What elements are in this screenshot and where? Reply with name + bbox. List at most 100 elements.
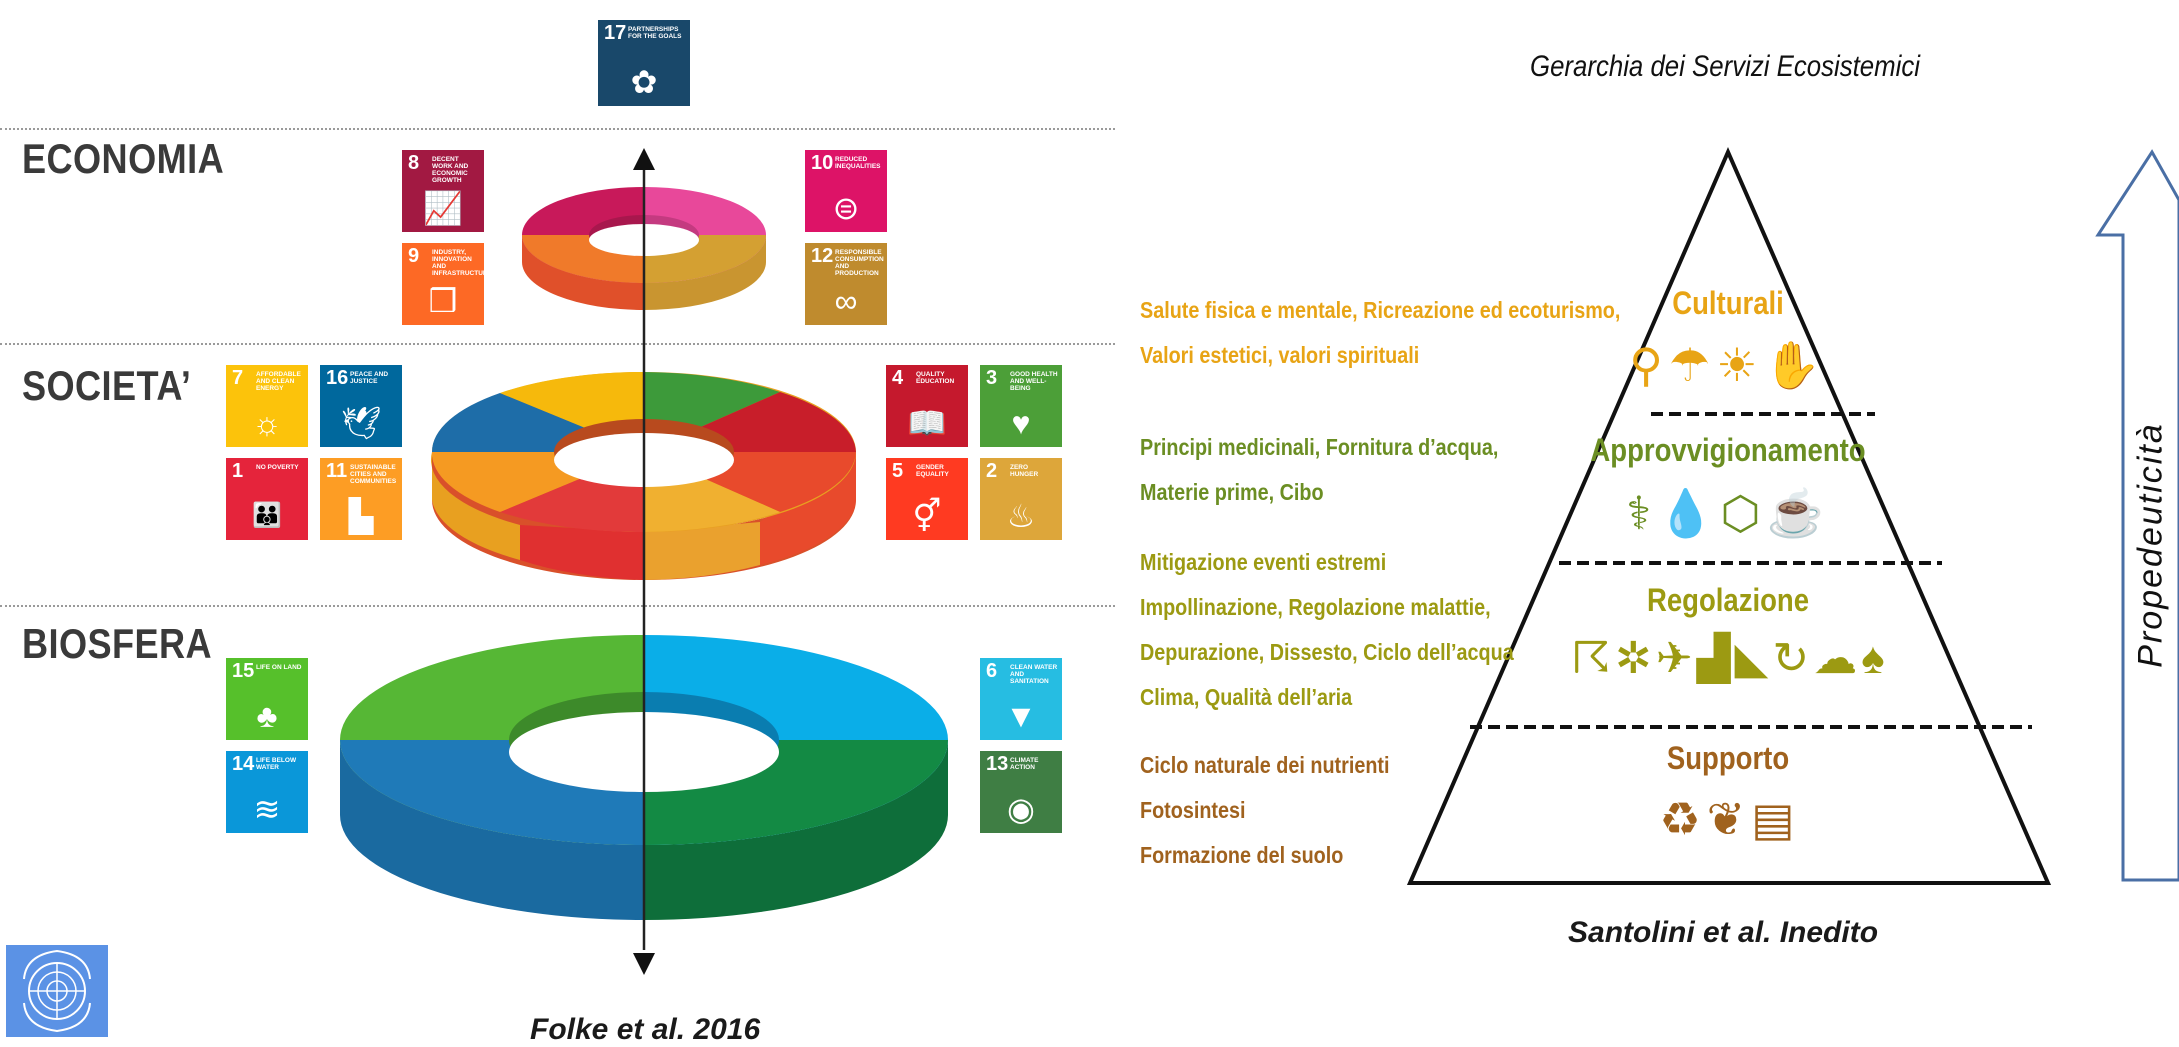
sdg-card-9: 9 INDUSTRY, INNOVATION AND INFRASTRUCTUR… — [402, 243, 484, 325]
sdg-number: 10 — [811, 152, 834, 174]
caption-santolini: Santolini et al. Inedito — [1568, 916, 1879, 949]
services-approvvigionamento: Principi medicinali, Fornitura d’acqua, … — [1140, 425, 1498, 515]
sdg-text: PARTNERSHIPS FOR THE GOALS — [628, 26, 682, 40]
growth-chart-icon: 📈 — [423, 190, 463, 226]
service-line: Clima, Qualità dell’aria — [1140, 684, 1353, 710]
caption-folke: Folke et al. 2016 — [530, 1013, 761, 1046]
service-line: Valori estetici, valori spirituali — [1140, 342, 1420, 368]
sdg-number: 6 — [986, 660, 998, 682]
regolazione-icons: ☈✲✈▟◣↻☁♠ — [1515, 633, 1945, 684]
tier-label-regolazione: Regolazione — [1646, 582, 1810, 618]
bee-icon: ✲ — [1614, 634, 1656, 683]
sdg-card-15: 15 LIFE ON LAND ♣ — [226, 658, 308, 740]
ring-societa — [430, 371, 856, 580]
tree-icon: ♣ — [256, 698, 278, 734]
sdg-card-13: 13 CLIMATE ACTION ◉ — [980, 751, 1062, 833]
filter-icon: ▟ — [1696, 634, 1735, 683]
services-regolazione: Mitigazione eventi estremi Impollinazion… — [1140, 540, 1514, 720]
sdg-text: SUSTAINABLE CITIES AND COMMUNITIES — [350, 464, 397, 485]
cake-rings — [340, 148, 948, 975]
sdg-text: DECENT WORK AND ECONOMIC GROWTH — [432, 156, 469, 184]
landscape-icon: ☀ — [1716, 339, 1764, 391]
sdg-card-8: 8 DECENT WORK AND ECONOMIC GROWTH 📈 — [402, 150, 484, 232]
sdg-number: 2 — [986, 460, 998, 482]
pyramid-title: Gerarchia dei Servizi Ecosistemici — [1530, 50, 1920, 83]
sdg-number: 9 — [408, 245, 420, 267]
ring-biosfera — [340, 635, 948, 920]
sdg-text: RESPONSIBLE CONSUMPTION AND PRODUCTION — [835, 249, 884, 277]
approvvigionamento-icons: ⚕💧⬡☕ — [1610, 486, 1846, 541]
vertical-axis — [633, 148, 655, 975]
service-line: Fotosintesi — [1140, 797, 1246, 823]
sdg-card-2: 2 ZERO HUNGER ♨ — [980, 458, 1062, 540]
sdg-number: 13 — [986, 753, 1009, 775]
sdg-number: 14 — [232, 753, 255, 775]
weather-icon: ☁ — [1813, 634, 1862, 683]
bird-icon: ✈ — [1655, 634, 1697, 683]
nutrient-cycle-icon: ♻ — [1659, 793, 1707, 845]
sdg-text: LIFE BELOW WATER — [256, 757, 297, 771]
sdg-card-7: 7 AFFORDABLE AND CLEAN ENERGY ☼ — [226, 365, 308, 447]
sdg-text: CLIMATE ACTION — [1010, 757, 1039, 771]
sdg-text: GENDER EQUALITY — [916, 464, 949, 478]
sdg-number: 5 — [892, 460, 904, 482]
sdg-card-3: 3 GOOD HEALTH AND WELL-BEING ♥ — [980, 365, 1062, 447]
sdg-number: 3 — [986, 367, 998, 389]
divider-top — [0, 128, 1115, 130]
sdg-text: CLEAN WATER AND SANITATION — [1010, 664, 1058, 685]
family-icon: 👪 — [252, 502, 282, 529]
sdg-text: REDUCED INEQUALITIES — [835, 156, 881, 170]
fish-icon: ≋ — [253, 791, 281, 827]
sdg-card-4: 4 QUALITY EDUCATION 📖 — [886, 365, 968, 447]
book-icon: 📖 — [907, 405, 947, 441]
services-culturali: Salute fisica e mentale, Ricreazione ed … — [1140, 288, 1620, 378]
soil-layers-icon: ▤ — [1751, 793, 1801, 845]
tier-label-culturali: Culturali — [1672, 285, 1784, 321]
sun-icon: ☼ — [252, 405, 282, 441]
culturali-icons: ⚲☂☀✋ — [1610, 338, 1846, 393]
gender-icon: ⚥ — [912, 498, 942, 534]
storm-icon: ☈ — [1571, 634, 1615, 683]
supporto-icons: ♻❦▤ — [1640, 792, 1820, 846]
sdg-text: INDUSTRY, INNOVATION AND INFRASTRUCTURE — [432, 249, 484, 277]
trees-icon: ♠ — [1861, 634, 1889, 683]
equals-circle-icon: ⊜ — [832, 190, 860, 226]
sdg-card-11: 11 SUSTAINABLE CITIES AND COMMUNITIES ▙ — [320, 458, 402, 540]
bowl-icon: ♨ — [1006, 498, 1036, 534]
layer-label-economia: ECONOMIA — [22, 135, 225, 182]
sdg-number: 1 — [232, 460, 244, 482]
sdg-number: 4 — [892, 367, 904, 389]
landslide-icon: ◣ — [1734, 634, 1773, 683]
tier-label-approvvigionamento: Approvvigionamento — [1590, 432, 1866, 468]
sdg-number: 15 — [232, 660, 255, 682]
sdg-card-17: 17 PARTNERSHIPS FOR THE GOALS ✿ — [598, 20, 690, 106]
materials-icon: ⬡ — [1720, 487, 1767, 539]
location-pin-icon: ⚲ — [1629, 339, 1669, 391]
leaf-icon: ❦ — [1706, 793, 1752, 845]
sdg-number: 17 — [604, 22, 627, 44]
tier-label-supporto: Supporto — [1666, 740, 1790, 776]
sdg-number: 12 — [811, 245, 834, 267]
heartbeat-icon: ♥ — [1011, 405, 1031, 441]
eye-globe-icon: ◉ — [1007, 791, 1035, 827]
sdg-card-12: 12 RESPONSIBLE CONSUMPTION AND PRODUCTIO… — [805, 243, 887, 325]
pills-icon: ⚕ — [1626, 487, 1658, 539]
layer-label-biosfera: BIOSFERA — [22, 620, 213, 667]
service-line: Ciclo naturale dei nutrienti — [1140, 752, 1390, 778]
hand-icon: ✋ — [1763, 339, 1827, 391]
sdg-card-14: 14 LIFE BELOW WATER ≋ — [226, 751, 308, 833]
sdg-wedding-cake: ECONOMIA SOCIETA’ BIOSFERA — [0, 20, 1115, 1046]
food-bowl-icon: ☕ — [1766, 487, 1830, 539]
sdg-card-6: 6 CLEAN WATER AND SANITATION ▼ — [980, 658, 1062, 740]
sdg-text: NO POVERTY — [256, 464, 299, 471]
un-globe-icon — [23, 949, 91, 1033]
city-icon: ▙ — [348, 498, 374, 534]
service-line: Salute fisica e mentale, Ricreazione ed … — [1140, 297, 1621, 323]
beach-umbrella-icon: ☂ — [1668, 339, 1717, 391]
sdg-number: 11 — [326, 460, 348, 482]
layer-label-societa: SOCIETA’ — [22, 362, 192, 409]
sdg-text: GOOD HEALTH AND WELL-BEING — [1010, 371, 1058, 392]
sdg-text: AFFORDABLE AND CLEAN ENERGY — [256, 371, 301, 392]
pyramid-shape — [1406, 146, 2179, 885]
sdg-number: 8 — [408, 152, 420, 174]
